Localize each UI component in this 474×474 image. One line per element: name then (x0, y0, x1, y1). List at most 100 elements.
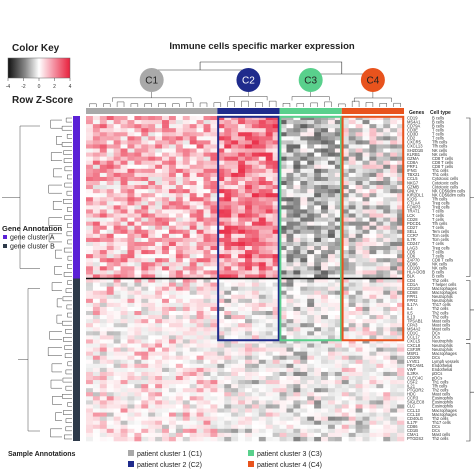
heatmap-cell (127, 124, 135, 129)
heatmap-cell (314, 286, 322, 291)
heatmap-cell (362, 311, 370, 316)
heatmap-cell (376, 412, 384, 417)
heatmap-cell (120, 250, 128, 255)
heatmap-cell (397, 168, 405, 174)
heatmap-cell (272, 254, 280, 259)
heatmap-cell (189, 266, 197, 271)
heatmap-cell (279, 120, 287, 125)
heatmap-cell (362, 221, 370, 226)
heatmap-cell (217, 132, 225, 137)
heatmap-cell (327, 116, 336, 121)
heatmap-cell (383, 152, 391, 157)
heatmap-cell (127, 424, 135, 430)
heatmap-cell (376, 384, 384, 389)
heatmap-cell (210, 164, 218, 170)
heatmap-cell (127, 189, 135, 194)
heatmap-cell (175, 396, 184, 401)
heatmap-cell (251, 197, 260, 202)
heatmap-cell (189, 233, 197, 239)
heatmap-cell (99, 359, 108, 365)
heatmap-cell (120, 189, 128, 194)
cluster-circle-label: C3 (304, 76, 317, 87)
heatmap-cell (168, 298, 177, 304)
heatmap-cell (113, 164, 121, 170)
heatmap-cell (321, 396, 329, 401)
heatmap-cell (224, 266, 232, 271)
heatmap-cell (238, 152, 246, 157)
heatmap-cell (141, 347, 149, 352)
heatmap-cell (348, 189, 356, 194)
sample-c1-swatch (128, 450, 134, 456)
heatmap-cell (251, 241, 260, 247)
heatmap-cell (238, 355, 246, 361)
heatmap-cell (383, 176, 391, 182)
heatmap-cell (314, 140, 322, 145)
heatmap-cell (113, 152, 121, 157)
heatmap-cell (162, 351, 170, 356)
heatmap-cell (182, 286, 190, 291)
heatmap-cell (168, 120, 177, 125)
heatmap-cell (397, 229, 405, 235)
heatmap-cell (120, 432, 128, 438)
heatmap-cell (210, 270, 218, 275)
heatmap-cell (189, 120, 197, 125)
heatmap-cell (279, 376, 287, 381)
heatmap-cell (362, 331, 370, 336)
heatmap-cell (203, 156, 211, 161)
heatmap-cell (258, 282, 267, 287)
heatmap-cell (106, 327, 114, 332)
heatmap-cell (224, 120, 232, 125)
heatmap-cell (369, 339, 377, 344)
heatmap-cell (307, 286, 315, 291)
heatmap-cell (355, 351, 363, 356)
heatmap-cell (258, 311, 267, 316)
heatmap-cell (120, 136, 128, 141)
heatmap-cell (196, 128, 204, 133)
heatmap-cell (390, 270, 398, 275)
heatmap-cell (286, 233, 294, 239)
heatmap-cell (224, 290, 232, 296)
heatmap-cell (376, 400, 384, 405)
heatmap-cell (113, 306, 121, 312)
heatmap-cell (286, 278, 294, 283)
heatmap-cell (390, 335, 398, 340)
heatmap-cell (141, 392, 149, 397)
heatmap-cell (314, 327, 322, 332)
heatmap-cell (231, 197, 239, 202)
heatmap-cell (279, 144, 287, 149)
heatmap-cell (369, 144, 377, 149)
heatmap-cell (155, 428, 163, 434)
cluster-box (341, 115, 405, 342)
heatmap-cell (369, 241, 377, 247)
heatmap-cell (92, 160, 101, 166)
heatmap-cell (217, 266, 225, 271)
heatmap-cell (92, 156, 101, 161)
heatmap-cell (286, 140, 294, 145)
heatmap-cell (203, 436, 211, 442)
row-annotation-segment (73, 116, 80, 279)
heatmap-cell (314, 197, 322, 202)
gene-label: IL13 (407, 314, 416, 319)
heatmap-cell (376, 197, 384, 202)
heatmap-cell (189, 168, 197, 174)
heatmap-cell (238, 327, 246, 332)
heatmap-cell (369, 351, 377, 356)
heatmap-cell (376, 343, 384, 348)
heatmap-cell (307, 124, 315, 129)
heatmap-cell (189, 396, 197, 401)
heatmap-cell (203, 388, 211, 393)
heatmap-cell (258, 343, 267, 348)
heatmap-cell (272, 347, 280, 352)
heatmap-cell (134, 209, 142, 214)
heatmap-cell (334, 363, 343, 369)
heatmap-cell (314, 262, 322, 267)
heatmap-cell (286, 404, 294, 409)
heatmap-cell (203, 254, 211, 259)
heatmap-cell (92, 148, 101, 153)
heatmap-cell (217, 315, 225, 320)
heatmap-cell (134, 274, 142, 279)
heatmap-cell (251, 221, 260, 226)
heatmap-cell (231, 306, 239, 312)
heatmap-cell (383, 428, 391, 434)
heatmap-cell (293, 116, 301, 121)
